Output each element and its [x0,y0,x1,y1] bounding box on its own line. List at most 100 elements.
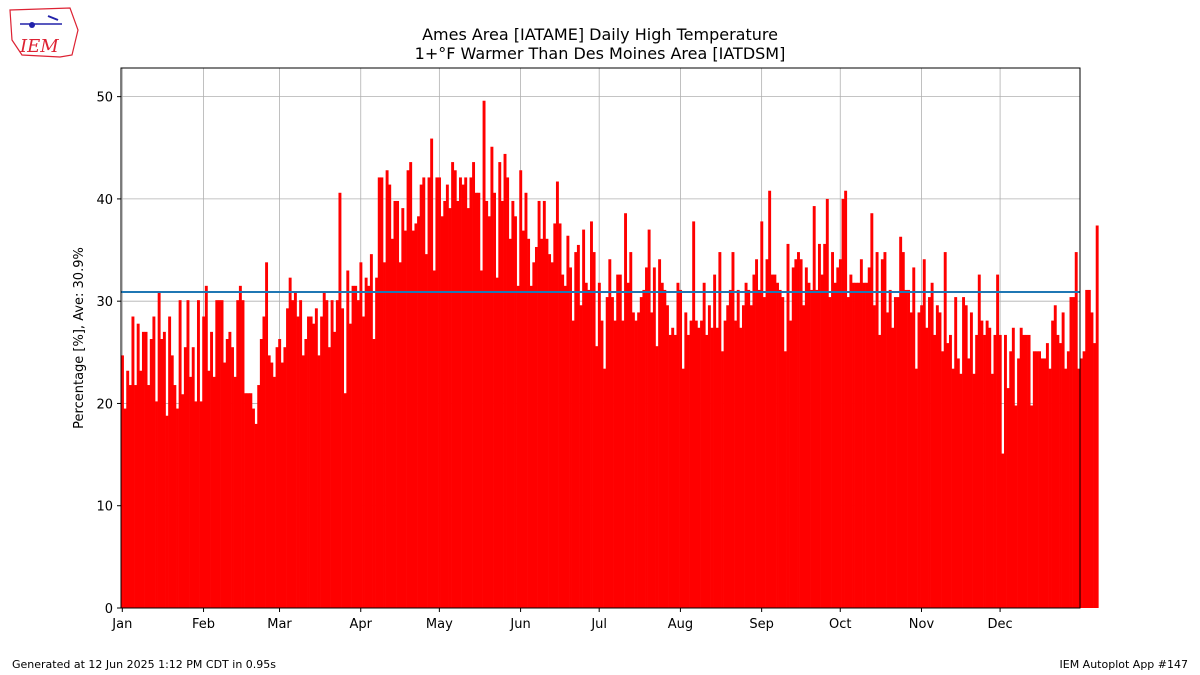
bar [621,320,625,608]
bar [1048,368,1052,608]
bar [731,252,735,608]
bar [1038,351,1041,608]
bar [1014,405,1018,608]
bar [959,373,963,608]
bar [1011,327,1015,608]
bar [922,259,926,608]
bar [196,300,200,608]
bar [964,305,968,608]
bar [962,297,966,608]
bar [309,316,313,608]
bar [383,262,386,608]
bar [909,312,913,608]
bar [238,285,242,608]
bar [833,282,837,608]
bar [275,347,279,608]
bar [943,252,947,608]
bar [854,282,858,608]
bar [330,300,334,608]
bar [388,184,392,608]
bar [650,312,654,608]
bar [721,351,724,608]
bar [566,235,570,609]
bar [445,184,449,608]
bar [883,252,887,608]
bar [141,331,145,608]
bar [616,274,620,608]
bar [162,331,166,608]
bar [1090,312,1094,608]
bar [160,339,164,608]
x-tick-label: Jun [509,617,530,632]
logo-text: IEM [19,36,59,57]
bar [626,282,630,608]
bar [592,252,596,608]
app-credit: IEM Autoplot App #147 [1059,658,1189,671]
bar [867,267,871,608]
bar [642,289,646,608]
bar [272,376,276,608]
bar [367,285,371,608]
bar [629,252,633,608]
bar [634,320,638,608]
bar [1024,334,1028,608]
bar [563,285,567,608]
x-tick-label: Nov [909,617,935,632]
bar [139,370,143,608]
generated-timestamp: Generated at 12 Jun 2025 1:12 PM CDT in … [12,658,277,671]
x-tick-label: Sep [749,617,774,632]
bar [362,316,365,608]
bar [584,282,588,608]
bar [490,146,494,608]
bar [440,216,444,609]
bar [605,297,609,608]
bar [514,216,517,609]
bar [521,230,525,609]
bar [204,285,208,608]
bar [288,277,292,608]
bar [993,334,997,608]
bar [286,308,289,608]
bar [231,347,234,608]
bar [406,170,410,608]
bar [550,262,554,608]
bar [836,267,840,608]
bar [1001,453,1005,608]
bar [495,277,499,608]
bar [341,308,345,608]
bar [1074,252,1078,608]
bar [1093,343,1097,608]
bar [283,347,287,608]
bar [312,323,316,608]
bar [852,282,855,608]
bar [178,300,182,608]
bar [430,138,434,608]
bar [755,259,759,608]
bar [681,368,685,608]
bar [265,262,269,608]
bar [1080,358,1083,608]
bar [799,259,803,608]
bar [773,274,777,608]
bar [946,343,950,608]
bar [739,327,743,608]
bar [225,339,229,608]
bar [181,394,185,608]
bar [474,192,478,608]
bar [673,334,677,608]
bar [493,192,496,608]
bar [335,300,339,608]
bar [647,229,651,608]
bar [880,259,884,608]
bar [296,316,300,608]
bar [183,347,187,608]
bar [951,368,955,608]
bar [901,252,905,608]
bar [555,181,559,608]
bar [186,300,190,608]
bar [980,320,984,608]
bar [658,259,662,608]
x-tick-label: Oct [829,617,851,632]
bar [804,267,808,608]
bar [645,267,648,608]
